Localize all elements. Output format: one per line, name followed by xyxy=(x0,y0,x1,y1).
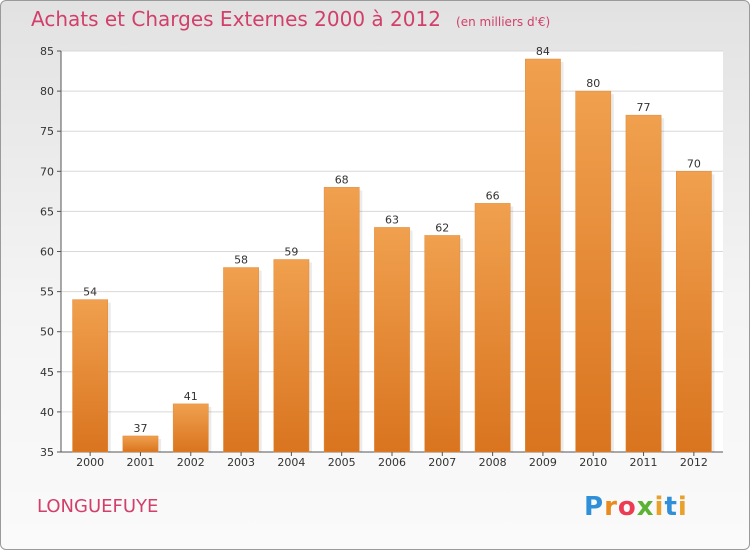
data-label: 66 xyxy=(486,189,500,202)
x-tick-label: 2007 xyxy=(428,456,456,469)
data-label: 80 xyxy=(586,77,600,90)
chart-subtitle: (en milliers d'€) xyxy=(456,15,551,29)
y-tick-label: 50 xyxy=(40,326,54,339)
x-tick-label: 2011 xyxy=(630,456,658,469)
bar xyxy=(474,203,511,453)
x-tick-label: 2002 xyxy=(177,456,205,469)
y-tick-label: 60 xyxy=(40,246,54,259)
x-tick-label: 2012 xyxy=(680,456,708,469)
logo-letter: o xyxy=(617,492,637,522)
proxiti-logo: Proxiti xyxy=(584,492,688,522)
y-tick-label: 40 xyxy=(40,406,54,419)
data-label: 84 xyxy=(536,45,550,58)
bar xyxy=(625,114,662,453)
x-tick-label: 2008 xyxy=(479,456,507,469)
logo-letter: r xyxy=(604,492,618,522)
bar xyxy=(675,171,712,453)
data-label: 37 xyxy=(133,422,147,435)
y-tick-label: 70 xyxy=(40,165,54,178)
data-label: 62 xyxy=(435,221,449,234)
y-tick-label: 65 xyxy=(40,205,54,218)
x-tick-label: 2003 xyxy=(227,456,255,469)
bar xyxy=(72,299,109,453)
location-name: LONGUEFUYE xyxy=(37,496,159,517)
bar xyxy=(323,187,360,453)
x-tick-label: 2009 xyxy=(529,456,557,469)
data-label: 77 xyxy=(637,101,651,114)
logo-letter: t xyxy=(664,492,678,522)
y-tick-label: 45 xyxy=(40,366,54,379)
bar xyxy=(374,227,410,453)
y-tick-label: 80 xyxy=(40,85,54,98)
logo-letter: P xyxy=(584,492,605,522)
bar xyxy=(575,90,612,453)
data-label: 41 xyxy=(184,390,198,403)
bar xyxy=(525,58,561,453)
data-label: 68 xyxy=(335,173,349,186)
y-tick-label: 55 xyxy=(40,286,54,299)
bar xyxy=(122,435,159,453)
x-tick-label: 2006 xyxy=(378,456,406,469)
data-label: 58 xyxy=(234,254,248,267)
x-tick-label: 2010 xyxy=(579,456,607,469)
data-label: 59 xyxy=(284,246,298,259)
bar xyxy=(223,267,259,453)
y-tick-label: 85 xyxy=(40,45,54,58)
logo-letter: x xyxy=(636,492,655,522)
data-label: 63 xyxy=(385,213,399,226)
bar xyxy=(172,403,209,453)
x-tick-label: 2004 xyxy=(277,456,305,469)
x-tick-label: 2000 xyxy=(76,456,104,469)
logo-letter: i xyxy=(654,492,665,522)
x-tick-label: 2001 xyxy=(126,456,154,469)
logo-letter: i xyxy=(677,492,688,522)
bar xyxy=(273,259,310,453)
chart-title: Achats et Charges Externes 2000 à 2012 xyxy=(31,7,441,31)
x-tick-label: 2005 xyxy=(328,456,356,469)
y-tick-label: 35 xyxy=(40,446,54,459)
bar xyxy=(424,235,461,453)
data-label: 54 xyxy=(83,286,97,299)
chart-title-block: Achats et Charges Externes 2000 à 2012 (… xyxy=(31,7,550,31)
y-tick-label: 75 xyxy=(40,125,54,138)
data-label: 70 xyxy=(687,157,701,170)
